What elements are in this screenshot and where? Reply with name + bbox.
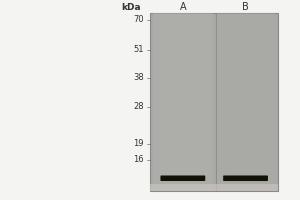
FancyBboxPatch shape — [160, 175, 205, 181]
Bar — [216, 13, 275, 191]
Bar — [153, 13, 213, 191]
Text: 70: 70 — [134, 15, 144, 24]
Text: 16: 16 — [134, 155, 144, 164]
Text: kDa: kDa — [122, 3, 141, 12]
Text: 51: 51 — [134, 45, 144, 54]
Bar — [150, 184, 278, 191]
Text: 28: 28 — [134, 102, 144, 111]
Text: 19: 19 — [134, 139, 144, 148]
Text: A: A — [179, 2, 186, 12]
Text: B: B — [242, 2, 249, 12]
Text: 38: 38 — [133, 73, 144, 82]
Bar — [150, 13, 278, 191]
FancyBboxPatch shape — [223, 175, 268, 181]
